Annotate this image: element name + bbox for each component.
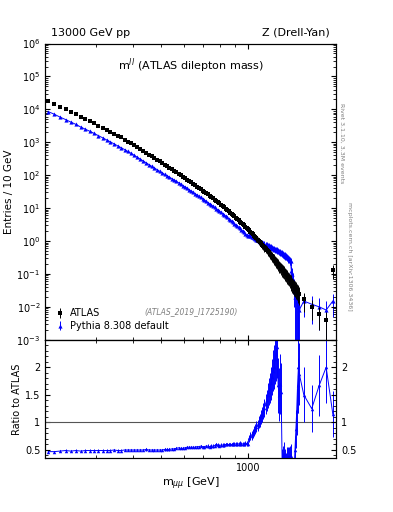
Y-axis label: Ratio to ATLAS: Ratio to ATLAS xyxy=(12,364,22,435)
Text: mcplots.cern.ch [arXiv:1306.3436]: mcplots.cern.ch [arXiv:1306.3436] xyxy=(347,202,352,310)
X-axis label: m$_{\mu\mu}$ [GeV]: m$_{\mu\mu}$ [GeV] xyxy=(162,476,219,492)
Text: (ATLAS_2019_I1725190): (ATLAS_2019_I1725190) xyxy=(144,307,237,316)
Text: m$^{ll}$ (ATLAS dilepton mass): m$^{ll}$ (ATLAS dilepton mass) xyxy=(118,57,264,75)
Legend: ATLAS, Pythia 8.308 default: ATLAS, Pythia 8.308 default xyxy=(50,304,172,335)
Y-axis label: Entries / 10 GeV: Entries / 10 GeV xyxy=(4,150,14,234)
Text: Z (Drell-Yan): Z (Drell-Yan) xyxy=(263,28,330,37)
Text: 13000 GeV pp: 13000 GeV pp xyxy=(51,28,130,37)
Text: Rivet 3.1.10, 3.3M events: Rivet 3.1.10, 3.3M events xyxy=(339,103,344,183)
